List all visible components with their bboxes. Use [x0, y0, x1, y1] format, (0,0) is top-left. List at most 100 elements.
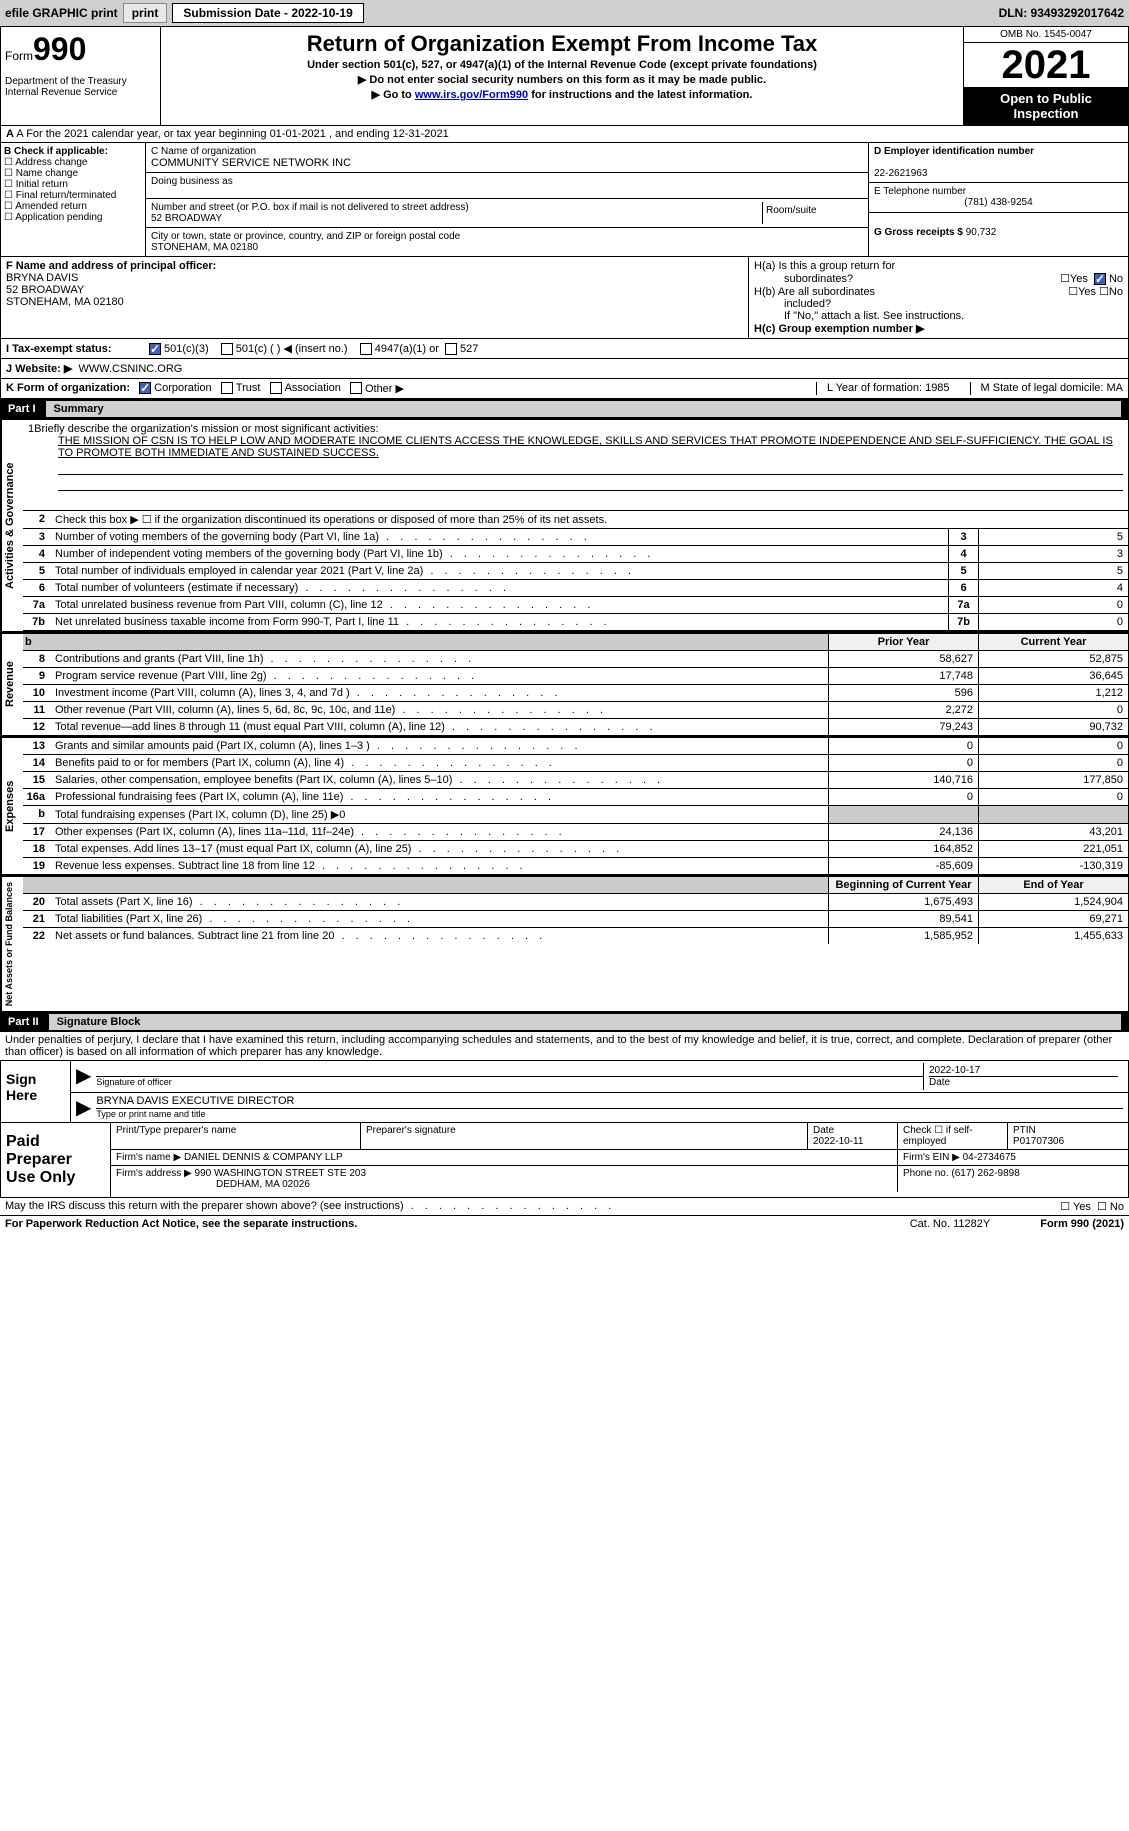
sig-officer-label: Signature of officer: [96, 1077, 171, 1087]
firm-addr-label: Firm's address ▶: [116, 1168, 192, 1179]
chk-501c3[interactable]: [149, 343, 161, 355]
section-bcd: B Check if applicable: ☐ Address change …: [0, 143, 1129, 257]
ha-yesno[interactable]: ☐Yes No: [1060, 272, 1123, 285]
form-header: Form990 Department of the Treasury Inter…: [0, 26, 1129, 126]
section-fh: F Name and address of principal officer:…: [0, 257, 1129, 339]
chk-final-return[interactable]: ☐ Final return/terminated: [4, 190, 142, 201]
line-val: 4: [978, 580, 1128, 596]
line-desc: Total number of individuals employed in …: [53, 563, 948, 579]
summary-row: 7aTotal unrelated business revenue from …: [23, 597, 1128, 614]
sign-here-block: Sign Here ▶ Signature of officer 2022-10…: [0, 1061, 1129, 1123]
department-label: Department of the Treasury Internal Reve…: [5, 76, 156, 98]
line-prior: 89,541: [828, 911, 978, 927]
part2-title: Signature Block: [49, 1014, 1121, 1030]
line-num: 17: [23, 824, 53, 840]
ha-label1: H(a) Is this a group return for: [754, 260, 895, 272]
ein-value: 22-2621963: [874, 168, 927, 179]
line-desc: Total fundraising expenses (Part IX, col…: [53, 806, 828, 823]
line-prior: 1,675,493: [828, 894, 978, 910]
line-desc: Revenue less expenses. Subtract line 18 …: [53, 858, 828, 874]
prep-name-label: Print/Type preparer's name: [111, 1123, 361, 1149]
line-desc: Investment income (Part VIII, column (A)…: [53, 685, 828, 701]
summary-row: 5Total number of individuals employed in…: [23, 563, 1128, 580]
side-governance: Activities & Governance: [1, 420, 23, 631]
chk-corp[interactable]: [139, 382, 151, 394]
chk-4947[interactable]: [360, 343, 372, 355]
line2-num: 2: [23, 511, 53, 528]
i-label: I Tax-exempt status:: [6, 343, 146, 355]
org-name: COMMUNITY SERVICE NETWORK INC: [151, 157, 351, 169]
form-label: Form: [5, 49, 33, 63]
tel-value: (781) 438-9254: [874, 197, 1123, 208]
line-num: 10: [23, 685, 53, 701]
dba-label: Doing business as: [151, 176, 233, 187]
fin-row: 14Benefits paid to or for members (Part …: [23, 755, 1128, 772]
prep-sig-label: Preparer's signature: [361, 1123, 808, 1149]
chk-527[interactable]: [445, 343, 457, 355]
form-title: Return of Organization Exempt From Incom…: [165, 31, 959, 57]
col-h-group: H(a) Is this a group return for subordin…: [748, 257, 1128, 338]
firm-addr2: DEDHAM, MA 02026: [216, 1179, 310, 1190]
form-number: 990: [33, 31, 86, 67]
top-bar: efile GRAPHIC print print Submission Dat…: [0, 0, 1129, 26]
chk-name-change[interactable]: ☐ Name change: [4, 168, 142, 179]
fin-row: 12Total revenue—add lines 8 through 11 (…: [23, 719, 1128, 735]
line-current: 177,850: [978, 772, 1128, 788]
goto-line: ▶ Go to www.irs.gov/Form990 for instruct…: [165, 88, 959, 101]
ein-label: D Employer identification number: [874, 146, 1034, 157]
line-num: 11: [23, 702, 53, 718]
phone-value: (617) 262-9898: [951, 1168, 1019, 1179]
chk-trust[interactable]: [221, 382, 233, 394]
line-prior: 24,136: [828, 824, 978, 840]
line-prior: [828, 806, 978, 823]
section-k-form-org: K Form of organization: Corporation Trus…: [0, 379, 1129, 399]
line-current: 0: [978, 789, 1128, 805]
org-city: STONEHAM, MA 02180: [151, 242, 258, 253]
line-current: 0: [978, 755, 1128, 771]
part2-num: Part II: [8, 1016, 54, 1028]
opt-assoc: Association: [285, 382, 341, 395]
b-spacer: b: [25, 636, 32, 648]
fin-row: 10Investment income (Part VIII, column (…: [23, 685, 1128, 702]
fin-row: 15Salaries, other compensation, employee…: [23, 772, 1128, 789]
chk-address-change[interactable]: ☐ Address change: [4, 157, 142, 168]
ssn-warning: ▶ Do not enter social security numbers o…: [165, 73, 959, 86]
opt-501c: 501(c) ( ) ◀ (insert no.): [236, 342, 348, 355]
line-desc: Other expenses (Part IX, column (A), lin…: [53, 824, 828, 840]
begin-year-header: Beginning of Current Year: [828, 877, 978, 893]
dln-label: DLN: 93493292017642: [999, 6, 1124, 20]
print-button[interactable]: print: [123, 3, 168, 23]
chk-initial-return[interactable]: ☐ Initial return: [4, 179, 142, 190]
line-current: 0: [978, 738, 1128, 754]
chk-app-pending[interactable]: ☐ Application pending: [4, 212, 142, 223]
col-f-officer: F Name and address of principal officer:…: [1, 257, 748, 338]
chk-amended[interactable]: ☐ Amended return: [4, 201, 142, 212]
line-box: 4: [948, 546, 978, 562]
hb-label3: If "No," attach a list. See instructions…: [784, 310, 964, 322]
section-i-tax-status: I Tax-exempt status: 501(c)(3) 501(c) ( …: [0, 339, 1129, 359]
chk-assoc[interactable]: [270, 382, 282, 394]
line-current: 69,271: [978, 911, 1128, 927]
summary-row: 6Total number of volunteers (estimate if…: [23, 580, 1128, 597]
officer-signature[interactable]: [96, 1063, 923, 1077]
hb-yesno[interactable]: ☐Yes ☐No: [1068, 285, 1123, 298]
prep-check-label[interactable]: Check ☐ if self-employed: [898, 1123, 1008, 1149]
opt-other: Other ▶: [365, 382, 404, 395]
line-num: 5: [23, 563, 53, 579]
fin-row: 16aProfessional fundraising fees (Part I…: [23, 789, 1128, 806]
state-domicile: M State of legal domicile: MA: [970, 382, 1123, 395]
line-prior: 17,748: [828, 668, 978, 684]
chk-501c[interactable]: [221, 343, 233, 355]
net-header: Beginning of Current Year End of Year: [23, 877, 1128, 894]
chk-other[interactable]: [350, 382, 362, 394]
line-desc: Professional fundraising fees (Part IX, …: [53, 789, 828, 805]
part1-header: Part I Summary: [0, 399, 1129, 419]
cat-number: Cat. No. 11282Y: [910, 1218, 991, 1230]
discuss-yesno[interactable]: ☐ Yes ☐ No: [1060, 1200, 1124, 1213]
line-prior: 140,716: [828, 772, 978, 788]
line-num: 6: [23, 580, 53, 596]
col-b-checkboxes: B Check if applicable: ☐ Address change …: [1, 143, 146, 256]
irs-link[interactable]: www.irs.gov/Form990: [415, 89, 528, 101]
line-num: 12: [23, 719, 53, 735]
line-num: 7b: [23, 614, 53, 630]
